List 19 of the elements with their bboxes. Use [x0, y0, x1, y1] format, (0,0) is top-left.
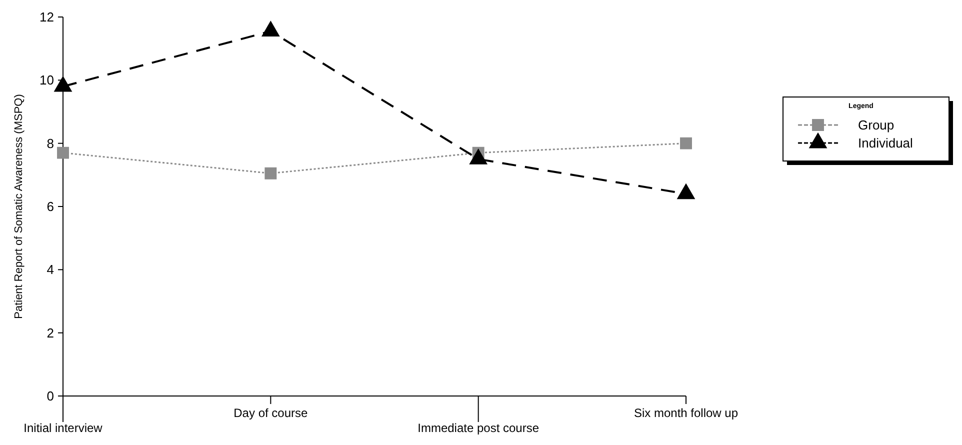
y-tick-label: 2 — [46, 325, 54, 340]
point — [262, 21, 280, 37]
x-tick-label: Immediate post course — [418, 421, 540, 435]
legend-label: Group — [858, 118, 894, 133]
y-tick-label: 6 — [46, 199, 54, 214]
point — [264, 167, 277, 180]
x-tick-label: Six month follow up — [634, 406, 738, 420]
y-axis-title: Patient Report of Somatic Awareness (MSPQ) — [13, 94, 25, 319]
y-tick-label: 0 — [46, 388, 54, 404]
point — [54, 76, 72, 92]
y-tick-label: 4 — [46, 262, 54, 278]
legend-label: Individual — [858, 136, 914, 151]
x-tick-label: Initial interview — [24, 421, 103, 435]
y-tick-label: 12 — [40, 10, 54, 25]
point — [57, 146, 69, 159]
x-tick-label: Day of course — [234, 406, 308, 420]
y-tick-label: 8 — [46, 136, 54, 151]
y-tick-label: 10 — [40, 72, 54, 88]
point — [680, 137, 692, 150]
